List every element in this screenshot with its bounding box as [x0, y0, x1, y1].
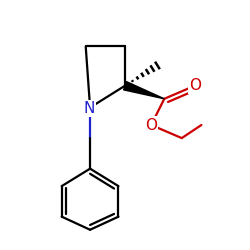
- Text: N: N: [83, 101, 95, 116]
- Text: O: O: [145, 118, 157, 132]
- Text: O: O: [189, 78, 201, 93]
- Polygon shape: [124, 82, 164, 99]
